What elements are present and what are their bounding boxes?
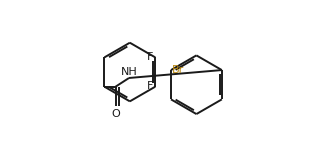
- Text: F: F: [147, 52, 153, 62]
- Text: Br: Br: [172, 65, 185, 75]
- Text: F: F: [147, 81, 153, 91]
- Text: O: O: [111, 109, 120, 119]
- Text: NH: NH: [120, 67, 137, 77]
